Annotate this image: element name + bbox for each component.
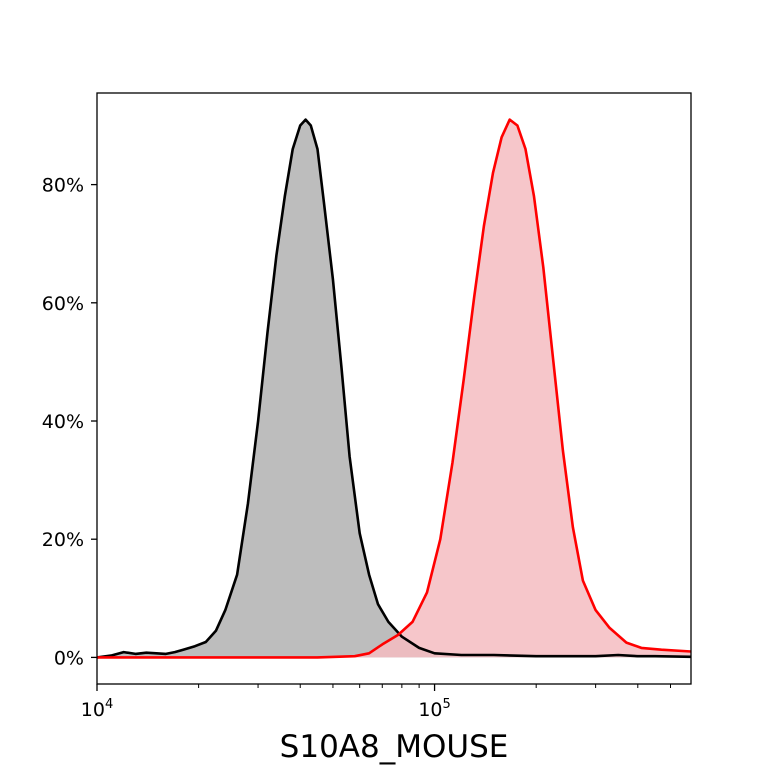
y-tick-label: 40% <box>42 411 84 433</box>
series-0-area <box>97 119 691 658</box>
x-tick-label: 104 <box>81 697 113 721</box>
plot-area <box>97 118 691 659</box>
plot-frame <box>96 92 692 685</box>
x-axis-title: S10A8_MOUSE <box>280 729 509 765</box>
series-1-area <box>97 119 691 658</box>
axes: 0% 20% 40% 60% 80% 104 105 <box>42 92 692 721</box>
y-tick-label: 0% <box>54 647 84 669</box>
x-tick-label: 105 <box>418 697 450 721</box>
series-0-line <box>97 118 691 659</box>
y-tick-label: 20% <box>42 529 84 551</box>
y-tick-label: 80% <box>42 175 84 197</box>
y-tick-label: 60% <box>42 293 84 315</box>
series-1-line <box>97 118 691 659</box>
